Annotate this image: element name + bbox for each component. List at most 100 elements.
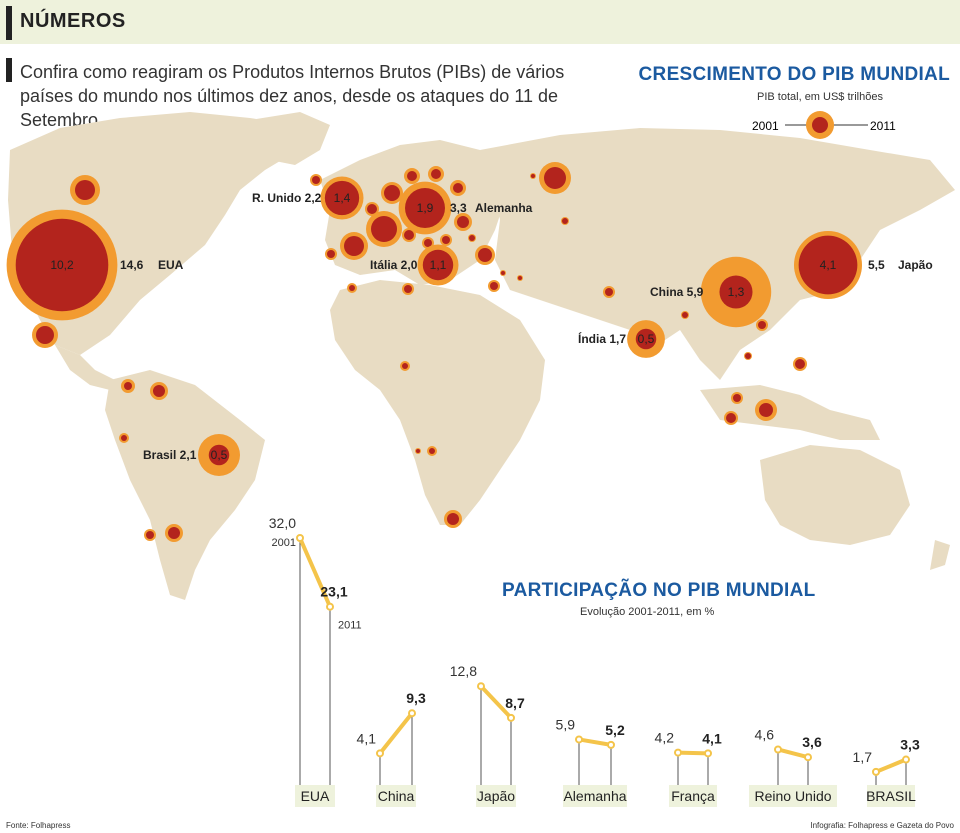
small-bubble-2001-37 [429,448,435,454]
map-subtitle: PIB total, em US$ trilhões [757,91,883,103]
small-bubble-2001-6 [168,527,180,539]
slope-line-5 [777,747,809,760]
land-asia [480,128,955,380]
slope-point-2001-3 [575,735,583,744]
credit-note: Infografia: Folhapress e Gazeta do Povo [810,821,954,830]
land-new-zealand [930,540,950,570]
land-australia [760,445,910,545]
small-bubble-2001-36 [402,363,408,369]
bubble-2001-4 [324,180,360,216]
slope-line-6 [875,757,907,774]
small-bubble-2001-7 [312,176,320,184]
bubble-2001-3 [405,188,445,228]
slope-point-2011-6 [902,755,910,764]
unlabeled-country-bubbles [32,162,807,542]
slope-label-2011-3: 5,2 [605,722,625,738]
small-bubble-2001-17 [442,236,450,244]
slope-name-bg-5 [749,785,837,807]
slope-name-bg-6 [867,785,915,807]
slope-line-4 [677,750,709,756]
slope-name-bg-1 [376,785,416,807]
participation-subtitle: Evolução 2001-2011, em % [580,606,715,618]
slope-name-bg-4 [669,785,717,807]
land-masses [8,112,955,600]
small-bubble-2001-21 [349,285,355,291]
slope-point-2001-4 [674,748,682,757]
bubble-2001-0 [15,218,109,312]
slope-label-2001-4: 4,2 [655,730,675,746]
bubble-2011-value-3: 3,3 [450,201,467,215]
intro-accent-bar [6,58,12,82]
slope-label-2011-4: 4,1 [702,730,722,746]
small-bubble-2001-9 [371,216,397,242]
small-bubble-2001-26 [544,167,566,189]
land-central-america [55,345,115,390]
slope-year-2011: 2011 [338,620,362,632]
bubble-2001-value-3: 1,9 [417,201,434,215]
bubble-label-5: Itália 2,0 [370,258,418,272]
land-se-asia-islands [700,385,880,440]
slope-point-2011-4 [704,749,712,758]
page-title: NÚMEROS [20,10,126,32]
small-bubble-2001-38 [416,449,420,453]
header-band: NÚMEROS [0,0,960,44]
slope-name-bg-0 [295,785,335,807]
land-south-america [105,370,265,600]
small-bubble-2001-34 [726,413,736,423]
slope-line-0 [298,537,332,608]
small-bubble-2001-4 [121,435,127,441]
slope-point-2011-3 [607,740,615,749]
slope-country-name-1: China [378,788,415,804]
slope-country-name-5: Reino Unido [754,788,831,804]
slope-label-2001-5: 4,6 [755,726,775,742]
small-bubble-2001-27 [562,218,568,224]
small-bubble-2001-14 [367,204,377,214]
slope-label-2011-0: 23,1 [320,584,347,600]
small-bubble-2001-18 [457,216,469,228]
small-bubble-2001-33 [733,394,741,402]
slope-label-2001-0: 32,0 [269,515,296,531]
bubble-2001-value-7: 0,5 [638,332,655,346]
slope-label-2001-6: 1,7 [853,749,873,765]
small-bubble-2001-13 [453,183,463,193]
participation-title: PARTICIPAÇÃO NO PIB MUNDIAL [502,580,816,601]
bubble-2001-value-6: 0,5 [211,448,228,462]
small-bubble-2001-10 [384,185,400,201]
bubble-2001-1 [798,235,858,295]
bubble-label-6: Brasil 2,1 [143,448,197,462]
map-title: CRESCIMENTO DO PIB MUNDIAL [638,64,950,85]
slope-label-2011-6: 3,3 [900,737,920,753]
bubble-2001-value-4: 1,4 [334,191,351,205]
slope-country-name-6: BRASIL [866,788,916,804]
slope-country-name-4: França [671,788,715,804]
labeled-country-bubbles: 10,2 14,6 EUA 4,1 5,5 Japão 1,3 China 5,9 1,9 3,3… [6,176,933,477]
slope-point-2011-1 [408,709,416,718]
bubble-2001-5 [422,249,454,281]
small-bubble-2001-35 [759,403,773,417]
small-bubble-2001-32 [795,359,805,369]
slope-name-bg-2 [476,785,516,807]
bubble-2011-value-0: 14,6 [120,258,144,272]
small-bubble-2001-3 [153,385,165,397]
small-bubble-2001-31 [745,353,751,359]
source-note: Fonte: Folhapress [6,821,71,830]
slope-year-2001: 2001 [272,537,296,549]
small-bubble-2001-22 [404,285,412,293]
slope-point-2001-6 [872,767,880,776]
small-bubble-2001-15 [404,230,414,240]
map-legend: 2001 2011 [752,111,896,139]
slope-point-2011-5 [804,753,812,762]
small-bubble-2001-24 [501,271,505,275]
small-bubble-2001-1 [36,326,54,344]
slope-line-2 [479,684,513,720]
small-bubble-2001-25 [518,276,522,280]
legend-label-2001: 2001 [752,119,779,133]
bubble-country-name-0: EUA [158,258,184,272]
slope-label-2011-2: 8,7 [505,695,525,711]
bubble-2001-2 [719,275,753,309]
small-bubble-2001-0 [75,180,95,200]
slope-line-3 [578,737,612,747]
small-bubble-2001-23 [490,282,498,290]
small-bubble-2001-2 [124,382,132,390]
bubble-2011-value-1: 5,5 [868,258,885,272]
